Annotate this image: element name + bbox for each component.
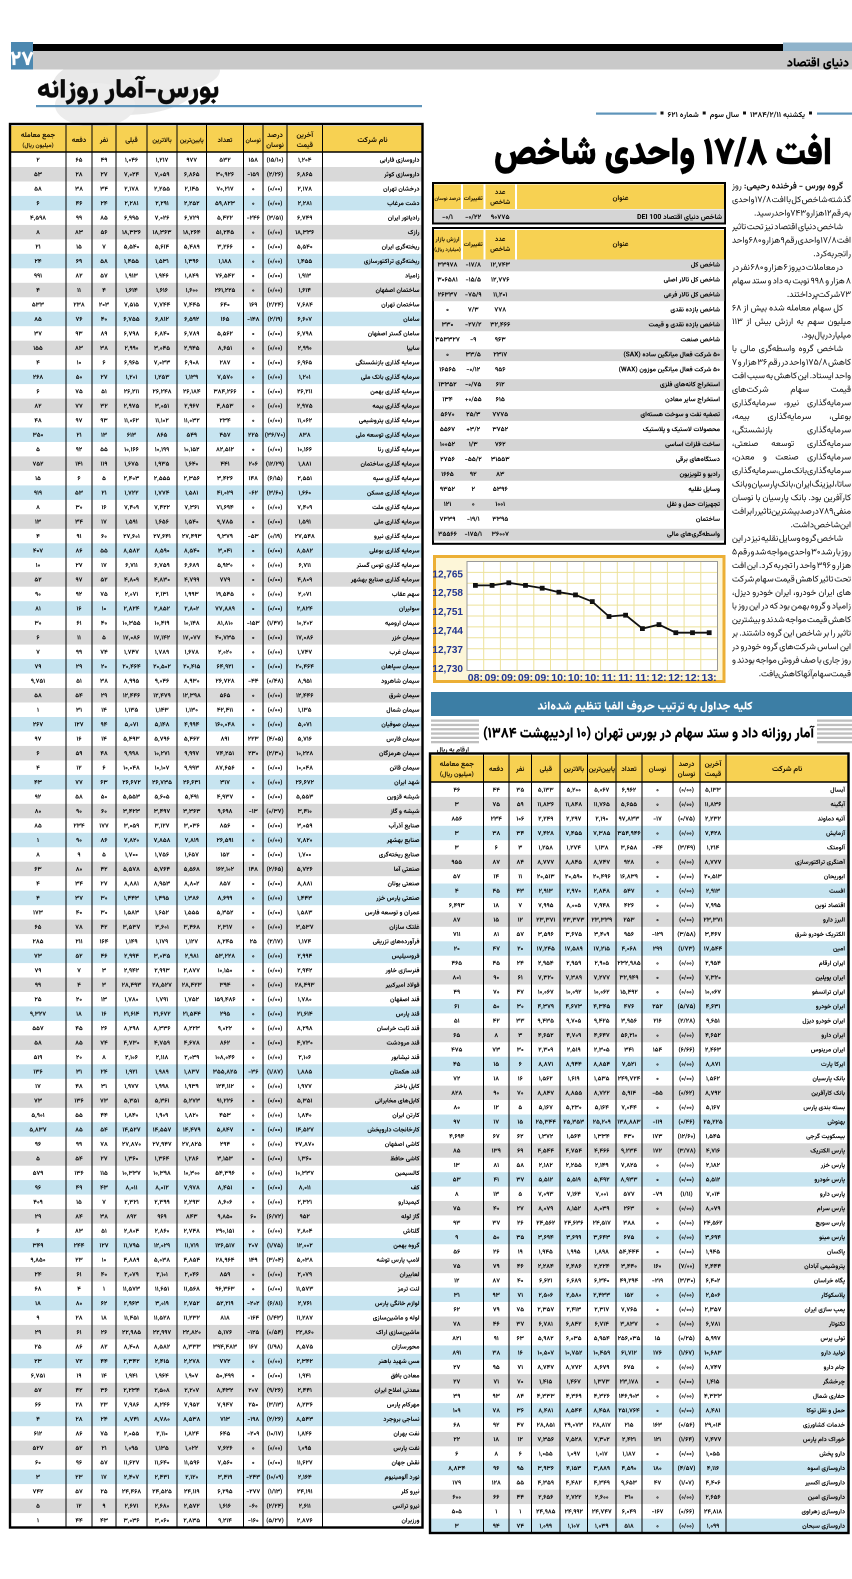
svg-text:09:: 09: — [501, 672, 516, 684]
svg-text:10:: 10: — [551, 672, 566, 684]
svg-text:12,751: 12,751 — [432, 607, 463, 618]
svg-text:12,730: 12,730 — [432, 664, 463, 675]
svg-text:10:: 10: — [585, 672, 600, 684]
svg-text:12:: 12: — [668, 672, 683, 684]
svg-text:09:: 09: — [518, 672, 533, 684]
svg-text:12,737: 12,737 — [432, 645, 463, 656]
svg-text:11:: 11: — [602, 672, 617, 684]
svg-text:09:: 09: — [485, 672, 500, 684]
svg-text:13:: 13: — [702, 672, 717, 684]
svg-text:08:: 08: — [468, 672, 483, 684]
svg-text:11:: 11: — [635, 672, 650, 684]
svg-text:09:: 09: — [535, 672, 550, 684]
svg-text:12:: 12: — [685, 672, 700, 684]
svg-text:11:: 11: — [618, 672, 633, 684]
svg-text:10:: 10: — [568, 672, 583, 684]
svg-text:12,744: 12,744 — [432, 626, 463, 637]
svg-text:12:: 12: — [651, 672, 666, 684]
svg-text:12,765: 12,765 — [432, 569, 463, 580]
svg-text:12,758: 12,758 — [432, 588, 463, 599]
